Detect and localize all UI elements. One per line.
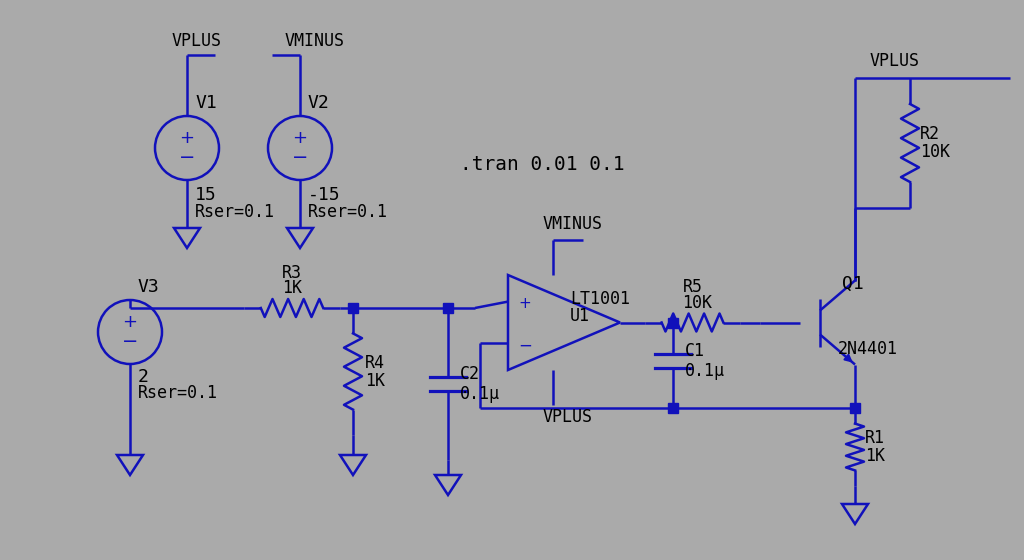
Text: VMINUS: VMINUS <box>543 215 603 233</box>
Text: 2: 2 <box>138 368 148 386</box>
Text: VMINUS: VMINUS <box>285 32 345 50</box>
Text: +: + <box>179 129 195 147</box>
Text: R4: R4 <box>365 353 385 371</box>
Text: V1: V1 <box>195 94 217 112</box>
Text: Rser=0.1: Rser=0.1 <box>195 203 275 221</box>
Text: +: + <box>518 296 530 311</box>
Text: U1: U1 <box>570 307 590 325</box>
Text: −: − <box>292 148 308 167</box>
Text: C2: C2 <box>460 365 480 383</box>
Text: +: + <box>123 313 137 331</box>
Text: 10K: 10K <box>683 293 713 311</box>
Text: 15: 15 <box>195 186 217 204</box>
Text: V3: V3 <box>138 278 160 296</box>
Text: R5: R5 <box>683 278 702 296</box>
Text: VPLUS: VPLUS <box>870 52 920 70</box>
Text: V2: V2 <box>308 94 330 112</box>
Text: 10K: 10K <box>920 143 950 161</box>
Text: 1K: 1K <box>365 371 385 390</box>
Text: Q1: Q1 <box>842 274 864 292</box>
Text: C1: C1 <box>685 342 705 360</box>
Text: −: − <box>518 337 531 354</box>
Text: LT1001: LT1001 <box>570 290 630 308</box>
Text: −: − <box>179 148 196 167</box>
Text: R1: R1 <box>865 429 885 447</box>
Text: 0.1μ: 0.1μ <box>460 385 500 403</box>
Text: R2: R2 <box>920 125 940 143</box>
Text: 1K: 1K <box>282 279 302 297</box>
Text: 1K: 1K <box>865 447 885 465</box>
Text: .tran 0.01 0.1: .tran 0.01 0.1 <box>460 155 625 174</box>
Text: 2N4401: 2N4401 <box>838 340 898 358</box>
Text: -15: -15 <box>308 186 341 204</box>
Text: R3: R3 <box>282 264 302 282</box>
Text: 0.1μ: 0.1μ <box>685 362 725 380</box>
Text: +: + <box>293 129 307 147</box>
Text: −: − <box>122 333 138 352</box>
Text: VPLUS: VPLUS <box>543 408 593 426</box>
Text: Rser=0.1: Rser=0.1 <box>138 384 218 402</box>
Text: Rser=0.1: Rser=0.1 <box>308 203 388 221</box>
Text: VPLUS: VPLUS <box>172 32 222 50</box>
